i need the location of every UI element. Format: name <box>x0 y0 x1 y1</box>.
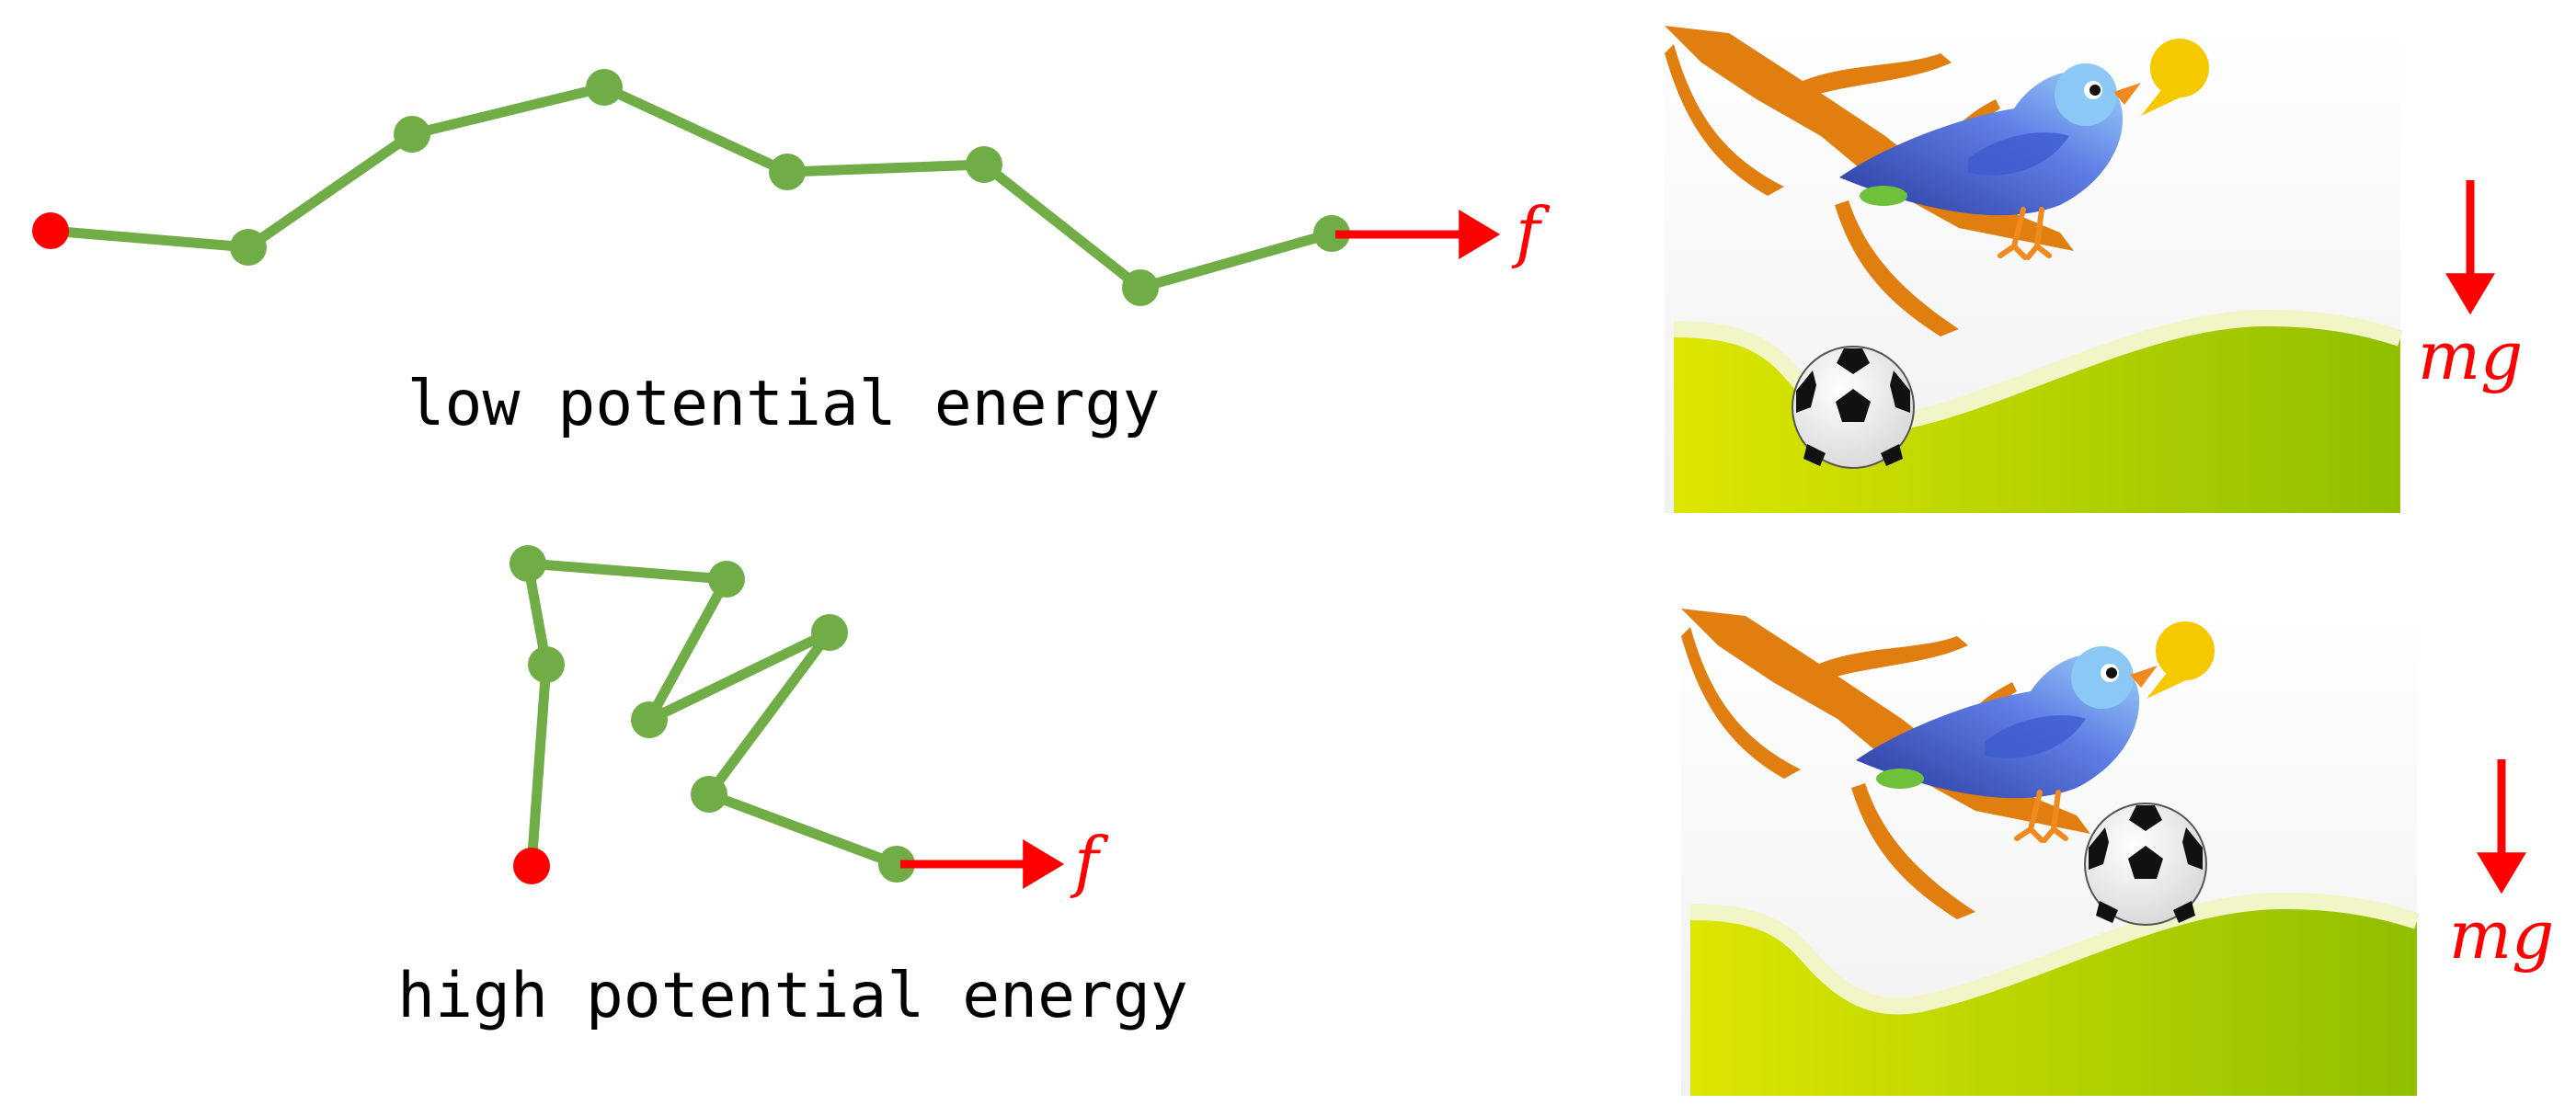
chain-node <box>230 229 267 266</box>
chain-node <box>811 614 848 651</box>
chain-node <box>586 69 623 106</box>
chain-node <box>1313 215 1350 252</box>
chain-node <box>769 154 806 190</box>
caption-high: high potential energy <box>397 960 1188 1032</box>
chain-node <box>631 701 668 738</box>
gravity-high: mg <box>2449 759 2554 974</box>
soccer-ball-icon <box>2084 803 2207 926</box>
chain-node <box>528 646 565 683</box>
bird-icon <box>1856 646 2158 843</box>
gravity-label: mg <box>2418 317 2523 394</box>
speech-bubble-icon <box>2141 39 2209 116</box>
hill-icon <box>1690 900 2417 1096</box>
speech-bubble-icon <box>2147 621 2215 699</box>
chain-node <box>691 776 727 813</box>
force-label: f <box>1511 193 1551 270</box>
soccer-ball-icon <box>1792 346 1915 469</box>
hill-rim <box>1673 309 2403 432</box>
scene-ball-on-hill <box>1681 609 2420 1096</box>
chain-high-energy: f high potential energy <box>397 545 1188 1032</box>
chain-low-energy: f low potential energy <box>32 69 1551 440</box>
chain-node <box>509 545 546 582</box>
force-label: f <box>1070 823 1109 900</box>
hill-rim <box>1689 892 2420 1015</box>
caption-low: low potential energy <box>407 368 1161 440</box>
chain-node <box>394 116 430 153</box>
bird-icon <box>1839 63 2141 260</box>
gravity-label: mg <box>2449 896 2554 974</box>
gravity-low: mg <box>2418 180 2523 394</box>
chain-bond <box>522 558 899 870</box>
chain-bond <box>50 82 1334 293</box>
anchor-node <box>513 848 550 884</box>
anchor-node <box>32 212 69 249</box>
chain-node <box>966 146 1002 183</box>
chain-node <box>878 846 915 883</box>
chain-node <box>1122 269 1159 306</box>
scene-ball-in-valley <box>1665 26 2403 513</box>
chain-node <box>708 561 745 598</box>
